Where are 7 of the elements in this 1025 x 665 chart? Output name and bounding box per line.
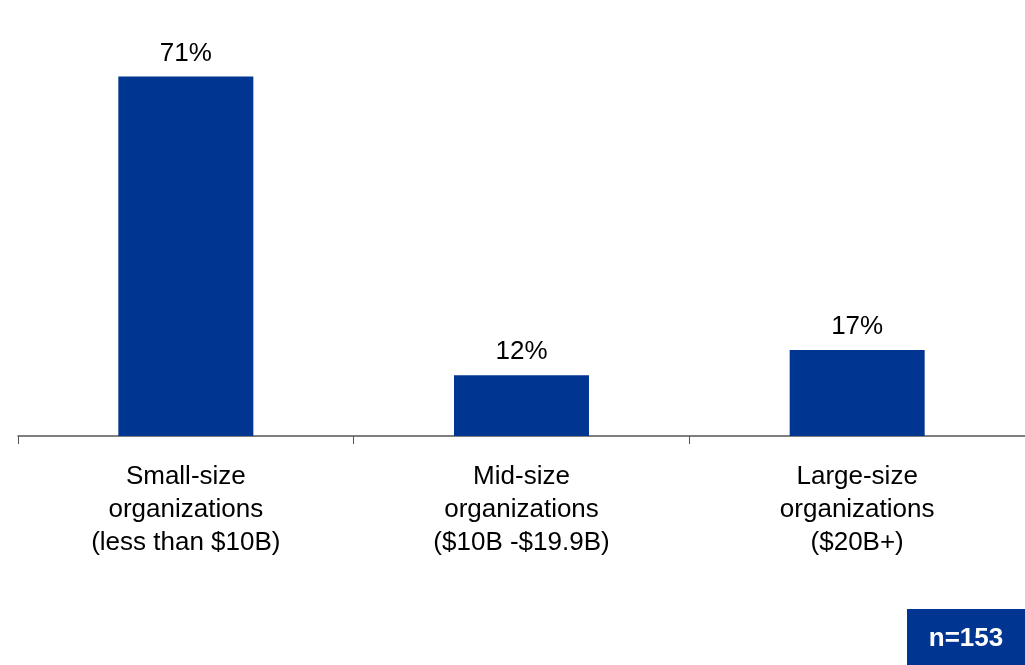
text: n=153 [928,622,1004,652]
data-label: 12% [495,335,548,366]
x-tick-label: Mid-size organizations ($10B -$19.9B) [433,459,610,556]
x-tick-label: Large-size organizations ($20B+) [779,459,935,556]
data-label: 71% [159,36,212,67]
x-tick-label: Small-size organizations (less than $10B) [91,459,281,556]
data-label: 17% [831,309,884,340]
